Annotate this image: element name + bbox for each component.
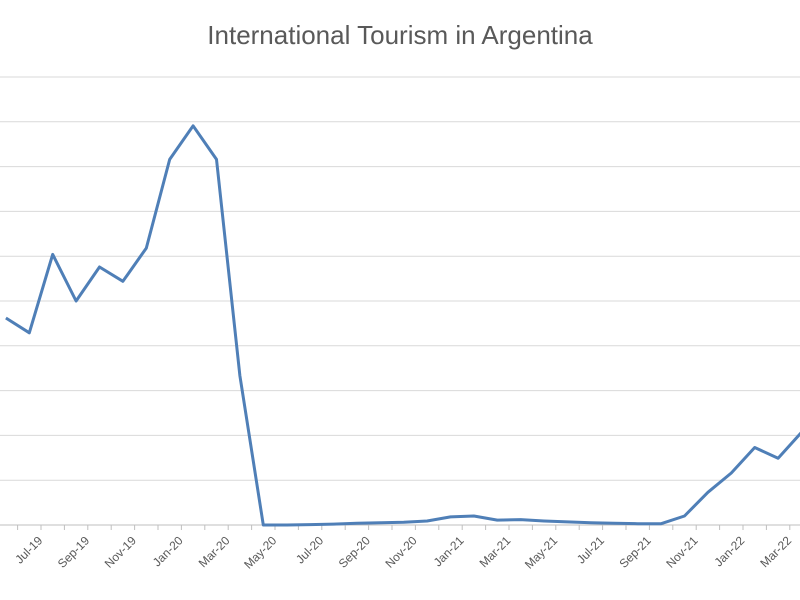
x-tick-label: Jan-22 — [712, 533, 748, 569]
x-tick-label: Jan-20 — [150, 533, 186, 569]
x-tick-label: Jul-19 — [12, 533, 45, 566]
x-tick-label: Jul-21 — [574, 533, 607, 566]
chart-title: International Tourism in Argentina — [207, 20, 593, 50]
x-tick-label: Jul-20 — [293, 533, 326, 566]
x-tick-label: May-20 — [241, 533, 279, 571]
x-tick-label: Nov-19 — [102, 533, 139, 570]
x-tick-label: Nov-21 — [663, 533, 700, 570]
x-tick-label: Nov-20 — [383, 533, 420, 570]
x-tick-label: Sep-19 — [55, 533, 92, 570]
line-series — [5, 124, 800, 527]
x-tick-label: Mar-22 — [757, 533, 794, 570]
x-tick-label: Mar-20 — [196, 533, 233, 570]
x-tick-label: Sep-20 — [336, 533, 373, 570]
x-tick-label: May-21 — [522, 533, 560, 571]
x-tick-label: Jan-21 — [431, 533, 467, 569]
x-tick-label: Sep-21 — [616, 533, 653, 570]
x-tick-label: Mar-21 — [477, 533, 514, 570]
